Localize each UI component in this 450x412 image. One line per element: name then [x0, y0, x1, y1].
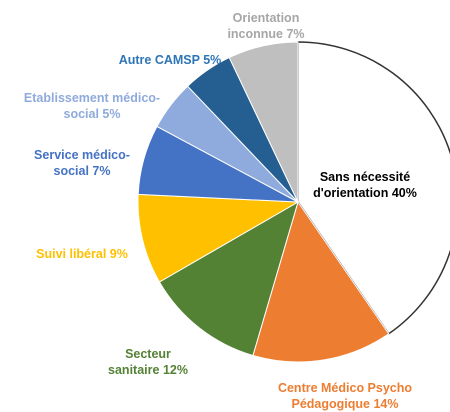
- slice-label: Secteur sanitaire 12%: [103, 346, 193, 378]
- slice-label: Autre CAMSP 5%: [115, 52, 225, 68]
- category-name: Suivi libéral: [36, 247, 107, 261]
- value-label: 5%: [203, 53, 222, 67]
- slice-label: Suivi libéral 9%: [22, 246, 142, 262]
- slice-label: Orientation inconnue 7%: [211, 10, 321, 42]
- pie-slice: [252, 200, 390, 363]
- value-label: 5%: [102, 107, 121, 121]
- category-name: Orientation inconnue: [227, 11, 300, 41]
- category-name: Etablissement médico-social: [23, 91, 161, 121]
- slice-label: Centre Médico Psycho Pédagogique 14%: [260, 380, 430, 412]
- pie-slice: [158, 200, 299, 357]
- value-label: 12%: [162, 363, 188, 377]
- category-name: Centre Médico Psycho Pédagogique: [277, 381, 413, 411]
- pie-slice: [228, 41, 299, 203]
- value-label: 14%: [373, 397, 399, 411]
- category-name: Service médico-social: [34, 148, 130, 178]
- category-name: Sans nécessité d'orientation: [313, 170, 411, 200]
- value-label: 40%: [391, 186, 417, 200]
- value-label: 7%: [286, 27, 305, 41]
- value-label: 7%: [92, 164, 111, 178]
- slice-label: Etablissement médico-social 5%: [7, 90, 177, 122]
- pie-slice: [137, 193, 300, 283]
- value-label: 9%: [109, 247, 128, 261]
- category-name: Autre CAMSP: [118, 53, 200, 67]
- slice-label: Sans nécessité d'orientation 40%: [305, 169, 425, 201]
- category-name: Secteur sanitaire: [108, 347, 171, 377]
- slice-label: Service médico-social 7%: [22, 147, 142, 179]
- pie-slice: [297, 41, 450, 335]
